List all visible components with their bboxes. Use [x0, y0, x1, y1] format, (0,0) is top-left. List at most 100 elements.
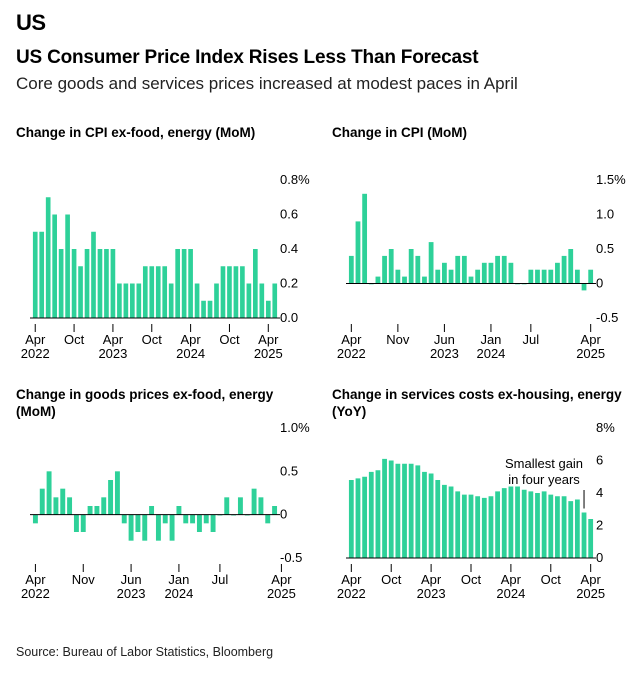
- x-tick-label: Apr: [25, 332, 46, 347]
- x-tick-label: Jun: [434, 332, 455, 347]
- y-tick-label: 1.0: [596, 207, 614, 222]
- bar: [362, 193, 368, 284]
- bar: [176, 506, 182, 515]
- bar: [508, 486, 514, 558]
- y-tick-label: -0.5: [596, 310, 618, 325]
- bar: [183, 514, 189, 524]
- x-tick-label: Nov: [72, 572, 96, 587]
- bar: [142, 266, 148, 318]
- bar: [149, 266, 155, 318]
- bar: [117, 283, 122, 318]
- x-tick-label: Oct: [461, 572, 482, 587]
- x-tick-label: Apr: [271, 572, 292, 587]
- bar: [67, 497, 73, 515]
- bar: [541, 491, 547, 559]
- x-tick-label: Apr: [180, 332, 201, 347]
- bar: [272, 506, 278, 515]
- chart-title: Change in goods prices ex-food, energy (…: [16, 387, 274, 419]
- bar: [375, 276, 381, 284]
- bar: [97, 249, 103, 318]
- bar: [253, 249, 258, 318]
- bar: [135, 514, 141, 532]
- bar: [495, 491, 500, 559]
- bar: [515, 486, 520, 558]
- bar: [355, 478, 361, 559]
- bar: [402, 276, 407, 284]
- bar: [207, 300, 213, 318]
- brand-logo: US: [16, 10, 46, 35]
- bar: [227, 266, 232, 318]
- bar: [142, 514, 148, 541]
- x-tick-label: Apr: [341, 572, 362, 587]
- chart-title: Change in CPI (MoM): [332, 125, 467, 140]
- bar: [265, 300, 271, 318]
- bar: [508, 262, 514, 284]
- x-tick-year: 2025: [267, 586, 296, 601]
- bar: [78, 266, 83, 318]
- bar: [481, 262, 487, 284]
- bar: [224, 497, 230, 515]
- y-tick-label: 0.6: [280, 207, 298, 222]
- bar: [87, 506, 93, 515]
- bar: [422, 276, 427, 284]
- bar: [210, 514, 216, 532]
- bar: [190, 514, 196, 524]
- bar: [528, 491, 534, 559]
- chart-panel-cpi: Change in CPI (MoM) 1.5% 1.0 0.5 0 -0.5 Apr 20…: [332, 124, 630, 361]
- x-tick-label: Oct: [142, 332, 163, 347]
- bar: [568, 249, 574, 284]
- y-tick-label: -0.5: [280, 550, 302, 565]
- bar: [181, 249, 187, 318]
- bar: [448, 486, 454, 558]
- bar: [448, 269, 454, 284]
- bar: [588, 519, 594, 558]
- bar: [246, 283, 252, 318]
- bar: [348, 480, 354, 558]
- bar: [220, 266, 226, 318]
- bar: [39, 231, 45, 318]
- x-tick-label: Apr: [25, 572, 46, 587]
- bar: [237, 497, 243, 515]
- bar: [388, 249, 394, 284]
- y-tick-label: 1.0%: [280, 420, 310, 435]
- bar: [555, 496, 560, 558]
- bar: [32, 231, 38, 318]
- bar: [52, 214, 57, 318]
- x-tick-year: 2023: [417, 586, 446, 601]
- bar: [58, 249, 64, 318]
- bar: [136, 283, 142, 318]
- bar: [428, 473, 434, 558]
- bar: [104, 249, 109, 318]
- x-tick-year: 2024: [176, 346, 205, 361]
- x-tick-year: 2022: [21, 346, 50, 361]
- x-tick-label: Jan: [168, 572, 189, 587]
- bar: [73, 514, 79, 532]
- bar: [581, 283, 587, 291]
- bar: [110, 249, 116, 318]
- bar: [535, 493, 540, 558]
- bar: [442, 484, 447, 559]
- bar: [71, 249, 77, 318]
- bar: [194, 283, 200, 318]
- x-tick-label: Oct: [381, 572, 402, 587]
- bar: [408, 249, 414, 284]
- bar: [535, 269, 540, 284]
- bar: [561, 496, 567, 558]
- x-tick-year: 2025: [576, 346, 605, 361]
- x-tick-label: Apr: [258, 332, 279, 347]
- y-tick-label: 0: [596, 550, 603, 565]
- bar: [408, 463, 414, 558]
- bar: [196, 514, 202, 532]
- bar: [240, 266, 245, 318]
- bar: [481, 497, 487, 559]
- y-tick-label: 0: [596, 276, 603, 291]
- bar: [128, 514, 134, 541]
- bar: [495, 255, 500, 284]
- page-subtitle: Core goods and services prices increased…: [16, 74, 518, 93]
- bar: [468, 276, 474, 284]
- bar: [162, 266, 168, 318]
- x-tick-year: 2023: [117, 586, 146, 601]
- bar: [382, 255, 387, 284]
